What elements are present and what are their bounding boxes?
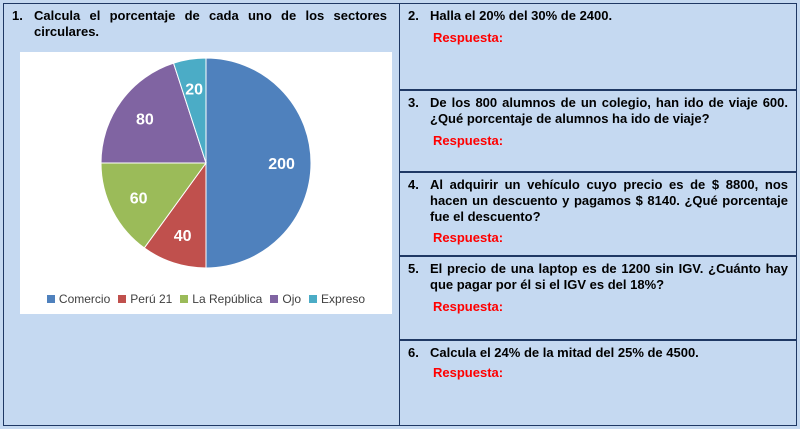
question-6-text: Calcula el 24% de la mitad del 25% de 45…: [430, 345, 699, 360]
legend-swatch: [46, 295, 55, 303]
question-6-answer-label: Respuesta:: [433, 365, 504, 380]
question-1-number: 1.: [12, 8, 23, 23]
legend-label: Comercio: [58, 292, 111, 306]
pie-chart: 200 40 60 80 20 Comercio Perú 21 La República O…: [20, 52, 392, 314]
question-5-cell: 5. El precio de una laptop es de 1200 si…: [400, 256, 797, 340]
pie-slice-expreso: [172, 57, 207, 164]
pie-data-label: 80: [136, 112, 154, 129]
legend-item: Comercio: [46, 292, 111, 306]
legend-item: Perú 21: [118, 292, 172, 306]
question-4: 4. Al adquirir un vehículo cuyo precio e…: [408, 177, 788, 225]
legend-label: Expreso: [321, 292, 366, 306]
question-1-cell: 1. Calcula el porcentaje de cada uno de …: [3, 3, 400, 426]
legend-swatch: [309, 295, 318, 303]
pie-slice-la-rep-blica: [100, 162, 207, 249]
question-3-number: 3.: [408, 95, 419, 110]
question-3: 3. De los 800 alumnos de un colegio, han…: [408, 95, 788, 127]
question-5-text: El precio de una laptop es de 1200 sin I…: [430, 261, 788, 292]
questions-column: 2. Halla el 20% del 30% de 2400. Respues…: [400, 3, 797, 426]
question-6: 6. Calcula el 24% de la mitad del 25% de…: [408, 345, 788, 361]
chart-legend: Comercio Perú 21 La República Ojo Expreso: [20, 292, 392, 306]
question-6-cell: 6. Calcula el 24% de la mitad del 25% de…: [400, 340, 797, 426]
pie-data-label: 60: [130, 190, 148, 207]
question-2-cell: 2. Halla el 20% del 30% de 2400. Respues…: [400, 3, 797, 90]
question-1-text: Calcula el porcentaje de cada uno de los…: [34, 8, 387, 39]
question-3-text: De los 800 alumnos de un colegio, han id…: [430, 95, 788, 126]
pie-data-label: 200: [268, 156, 295, 173]
pie-slice-ojo: [100, 62, 207, 164]
question-2-number: 2.: [408, 8, 419, 23]
legend-swatch: [118, 295, 127, 303]
question-4-text: Al adquirir un vehículo cuyo precio es d…: [430, 177, 788, 224]
question-5: 5. El precio de una laptop es de 1200 si…: [408, 261, 788, 293]
question-2-text: Halla el 20% del 30% de 2400.: [430, 8, 613, 23]
legend-item: Ojo: [270, 292, 301, 306]
pie-chart-svg: 200 40 60 80 20: [100, 57, 312, 269]
legend-swatch: [270, 295, 279, 303]
question-5-answer-label: Respuesta:: [433, 299, 504, 314]
question-6-number: 6.: [408, 345, 419, 360]
question-5-number: 5.: [408, 261, 419, 276]
question-3-answer-label: Respuesta:: [433, 133, 504, 148]
legend-swatch: [180, 295, 189, 303]
question-4-answer-label: Respuesta:: [433, 230, 504, 245]
question-1: 1. Calcula el porcentaje de cada uno de …: [12, 8, 387, 40]
question-4-number: 4.: [408, 177, 419, 192]
legend-label: Ojo: [282, 292, 302, 306]
legend-item: La República: [180, 292, 262, 306]
legend-label: Perú 21: [130, 292, 173, 306]
question-4-cell: 4. Al adquirir un vehículo cuyo precio e…: [400, 172, 797, 256]
pie-slice-comercio: [205, 57, 312, 269]
question-2: 2. Halla el 20% del 30% de 2400.: [408, 8, 788, 24]
pie-data-label: 40: [174, 228, 192, 245]
question-2-answer-label: Respuesta:: [433, 30, 504, 45]
legend-label: La República: [192, 292, 263, 306]
question-3-cell: 3. De los 800 alumnos de un colegio, han…: [400, 90, 797, 172]
pie-data-label: 20: [185, 81, 203, 98]
legend-item: Expreso: [309, 292, 365, 306]
